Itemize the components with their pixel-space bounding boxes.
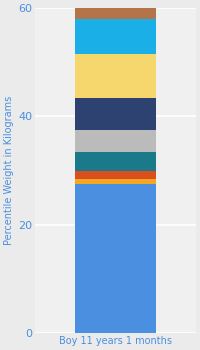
Bar	[75, 0, 156, 19]
Bar	[75, 98, 156, 130]
Y-axis label: Percentile Weight in Kilograms: Percentile Weight in Kilograms	[4, 96, 14, 245]
Bar	[75, 170, 156, 179]
Bar	[75, 54, 156, 98]
Bar	[75, 19, 156, 54]
Bar	[75, 184, 156, 333]
Bar	[75, 130, 156, 152]
Bar	[75, 179, 156, 184]
Bar	[75, 152, 156, 170]
